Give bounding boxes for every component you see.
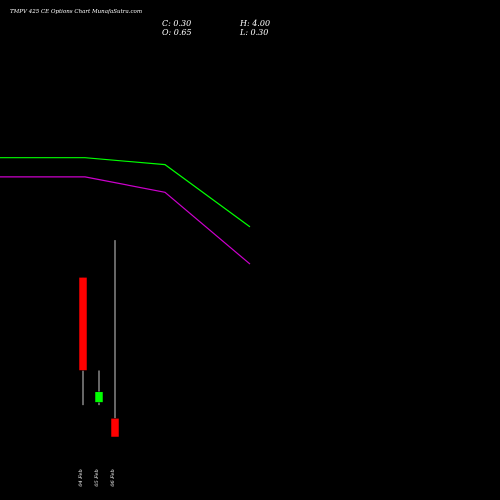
candle-body-2 bbox=[94, 391, 104, 403]
x-tick-label: 04 Feb bbox=[78, 469, 84, 486]
candle-body-1 bbox=[78, 277, 88, 371]
close-value: C: 0.30 bbox=[162, 19, 192, 28]
indicator-line-2 bbox=[0, 176, 251, 265]
open-value: O: 0.65 bbox=[162, 28, 192, 37]
x-tick-label: 06 Feb bbox=[110, 469, 116, 486]
x-tick-label: 05 Feb bbox=[94, 469, 100, 486]
indicator-line-1 bbox=[0, 157, 251, 228]
low-value: L: 0.30 bbox=[240, 28, 269, 37]
chart-title: TMPV 425 CE Options Chart MunafaSutra.co… bbox=[10, 9, 143, 15]
high-value: H: 4.00 bbox=[240, 19, 271, 28]
candle-body-3 bbox=[110, 418, 120, 438]
